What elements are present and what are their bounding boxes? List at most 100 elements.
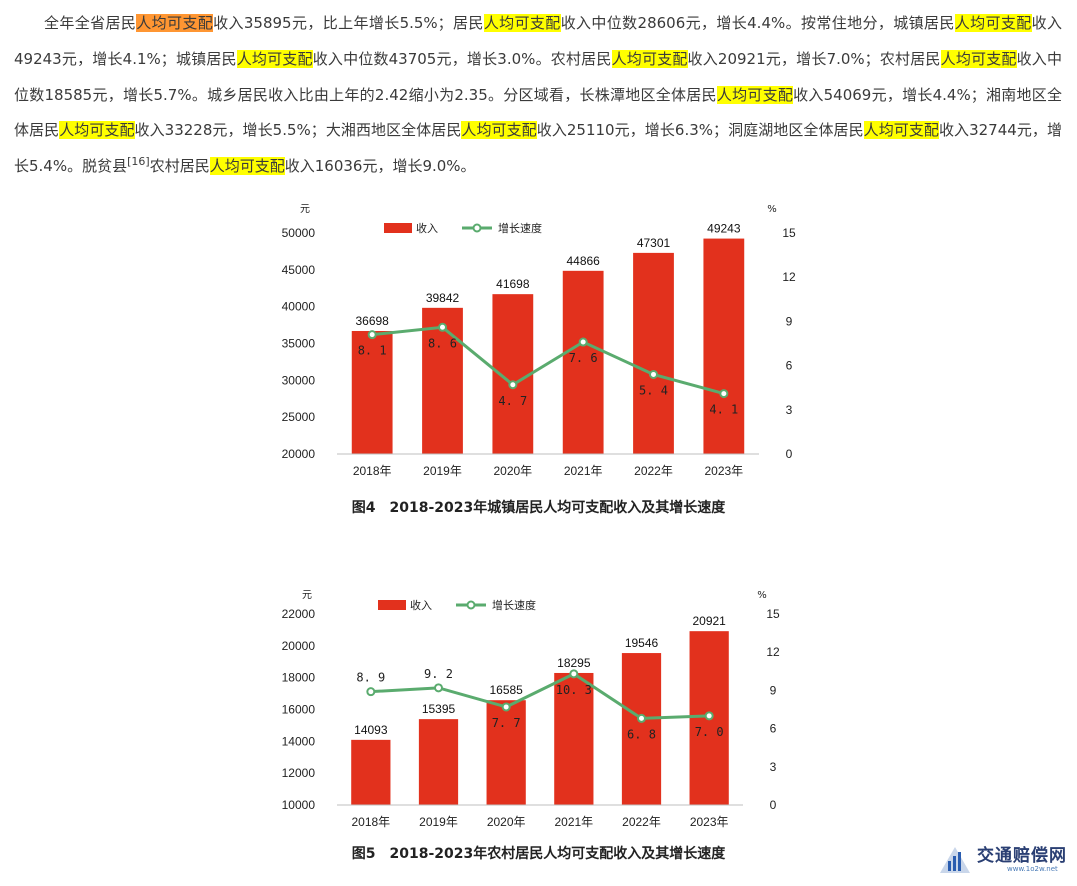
figure-5-caption: 图5 2018-2023年农村居民人均可支配收入及其增长速度 [351,846,726,862]
footnote-ref[interactable]: [16] [127,155,150,169]
y-tick-label: 18000 [282,671,316,685]
income-bar [351,330,393,454]
legend-label-growth: 增长速度 [492,598,536,612]
legend-swatch-income [384,223,412,233]
growth-point [637,713,646,723]
y-tick-label: 25000 [282,410,316,424]
highlighted-term: 人均可支配 [59,121,135,140]
growth-point [649,369,658,379]
x-tick-label: 2023年 [704,464,743,478]
y-tick-label: 14000 [282,734,316,748]
y-tick-label: 30000 [282,373,316,387]
y2-tick-label: 6 [770,722,777,736]
growth-point [569,669,579,679]
highlighted-term: 人均可支配 [954,14,1032,32]
text-run: 收入16036元，增长9.0%。 [284,157,476,176]
growth-value-label: 9. 2 [424,667,453,681]
text-run: 收入33228元，增长5.5%；大湘西地区全体居民 [134,121,462,140]
income-bar [418,719,459,805]
growth-value-label: 5. 4 [639,383,668,397]
growth-line [370,672,710,720]
y-tick-label: 16000 [282,703,316,717]
watermark-name: 交通赔偿网 [977,846,1067,866]
legend-swatch-income [378,600,406,610]
y-tick-label: 22000 [282,607,316,621]
income-value-label: 49243 [707,222,741,236]
y2-tick-label: 15 [766,607,780,621]
growth-value-label: 4. 7 [498,394,527,408]
highlighted-term: 人均可支配 [209,157,285,176]
income-bar [703,238,745,454]
growth-point [438,322,447,332]
urban-income-chart: 元 % 收入 增长速度 20000 25000 30000 35000 40000 45000 50… [282,204,796,478]
growth-point [434,683,443,693]
growth-point [367,330,377,340]
y2-tick-label: 12 [782,270,796,284]
x-tick-label: 2018年 [351,815,390,829]
y2-tick-label: 6 [786,359,793,373]
income-bar [351,739,391,805]
y-tick-label: 35000 [282,337,316,351]
income-value-label: 16585 [489,683,523,697]
x-tick-label: 2019年 [423,464,462,478]
x-tick-label: 2021年 [564,464,603,478]
y-axis-unit: 元 [302,590,312,601]
growth-point [366,687,376,697]
y-tick-label: 10000 [282,798,316,812]
income-bar [554,672,594,805]
legend-marker-growth [472,223,482,233]
income-bar [621,653,662,805]
y2-tick-label: 3 [770,760,777,774]
income-bar [422,307,463,454]
text-run: 收入中位数18585元，增长5.7%。城乡居民收入比由上年的2.42缩小为2.3… [14,49,1062,104]
income-value-label: 14093 [354,723,388,737]
growth-point [501,702,511,712]
income-bar [562,270,604,454]
income-value-label: 41698 [496,277,530,291]
income-value-label: 47301 [637,236,671,250]
legend-label-income: 收入 [410,598,432,612]
watermark-logo: 交通赔偿网 www.1o2w.net [938,840,1073,880]
income-bar [486,700,526,805]
income-bar [633,252,674,454]
growth-value-label: 7. 0 [695,725,724,739]
y-tick-label: 20000 [282,447,316,461]
text-run: 收入49243元，增长4.1%；城镇居民 [14,14,1062,68]
y-tick-label: 50000 [282,226,316,240]
highlighted-term: 人均可支配 [611,49,688,68]
growth-value-label: 6. 8 [627,727,656,741]
highlighted-term: 人均可支配 [461,121,537,140]
growth-value-label: 8. 6 [428,336,457,350]
text-run: 收入32744元，增长5.4%。脱贫县 [14,121,1062,176]
y2-tick-label: 12 [766,645,780,659]
y-tick-label: 45000 [282,263,316,277]
text-run: 收入中位数28606元，增长4.4%。按常住地分，城镇居民 [560,14,955,32]
x-tick-label: 2019年 [419,815,458,829]
text-run: 收入54069元，增长4.4%；湘南地区全体居民 [14,85,1062,140]
y2-tick-label: 15 [782,226,796,240]
income-value-label: 19546 [625,636,659,650]
x-tick-label: 2022年 [622,815,661,829]
income-value-label: 20921 [692,614,726,628]
y2-axis-unit: % [767,204,777,215]
text-run: 收入20921元，增长7.0%；农村居民 [687,49,941,68]
x-tick-label: 2020年 [487,815,526,829]
y-axis-unit: 元 [300,204,310,215]
growth-line [372,325,725,396]
y2-tick-label: 9 [770,683,777,697]
x-tick-label: 2018年 [353,464,392,478]
growth-point [578,337,588,347]
y-tick-label: 12000 [282,766,316,780]
y-tick-label: 20000 [282,639,316,653]
highlighted-term: 人均可支配 [863,121,939,140]
growth-value-label: 8. 1 [358,344,387,358]
body-paragraph: 全年全省居民人均可支配收入35895元，比上年增长5.5%；居民人均可支配收入中… [14,6,1062,185]
text-run: 收入中位数43705元，增长3.0%。农村居民 [312,49,612,68]
growth-point [508,380,518,390]
income-value-label: 39842 [426,291,460,305]
income-value-label: 18295 [557,656,591,670]
text-run: 全年全省居民 [44,14,137,32]
legend-label-income: 收入 [416,221,438,235]
highlighted-term: 人均可支配 [136,14,214,32]
y2-tick-label: 3 [786,403,793,417]
